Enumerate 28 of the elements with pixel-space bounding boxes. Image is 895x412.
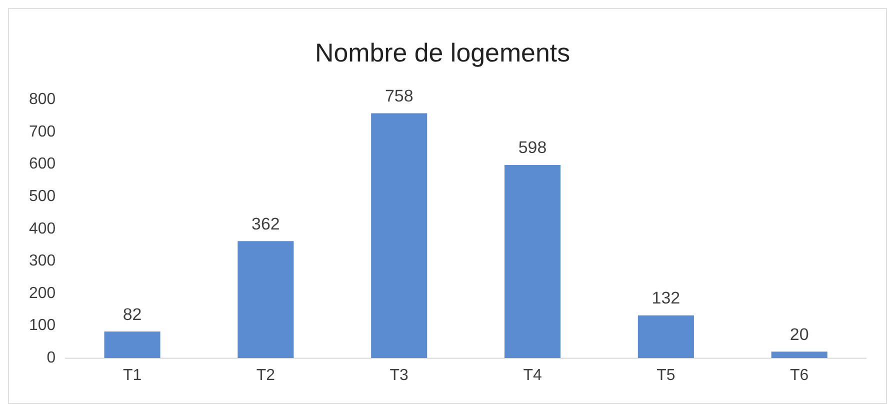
y-tick-label: 400 [28, 220, 56, 238]
y-tick-label: 200 [28, 284, 56, 302]
y-tick-label: 700 [28, 123, 56, 140]
y-tick-label: 100 [28, 317, 56, 334]
y-tick-label: 0 [46, 349, 56, 366]
data-label: 598 [518, 138, 547, 158]
data-label: 82 [122, 304, 142, 324]
data-label: 362 [252, 214, 280, 234]
x-tick-label: T5 [656, 366, 676, 384]
y-tick-label: 600 [28, 156, 56, 173]
y-tick-label: 800 [28, 91, 56, 108]
y-tick-label: 500 [28, 188, 56, 205]
bar [504, 164, 561, 358]
bar [104, 332, 160, 358]
x-tick-label: T4 [523, 366, 542, 384]
bar [238, 241, 294, 358]
bar [771, 352, 828, 358]
x-tick-label: T6 [790, 366, 809, 384]
y-tick-label: 300 [28, 252, 56, 270]
data-label: 758 [384, 86, 414, 106]
x-tick-label: T1 [122, 366, 142, 384]
bar [638, 315, 694, 358]
data-label: 20 [790, 324, 809, 344]
bar [371, 113, 428, 358]
chart-title: Nombre de logements [314, 40, 570, 68]
x-tick-label: T2 [256, 366, 276, 384]
x-tick-label: T3 [390, 366, 409, 384]
data-label: 132 [652, 288, 680, 308]
